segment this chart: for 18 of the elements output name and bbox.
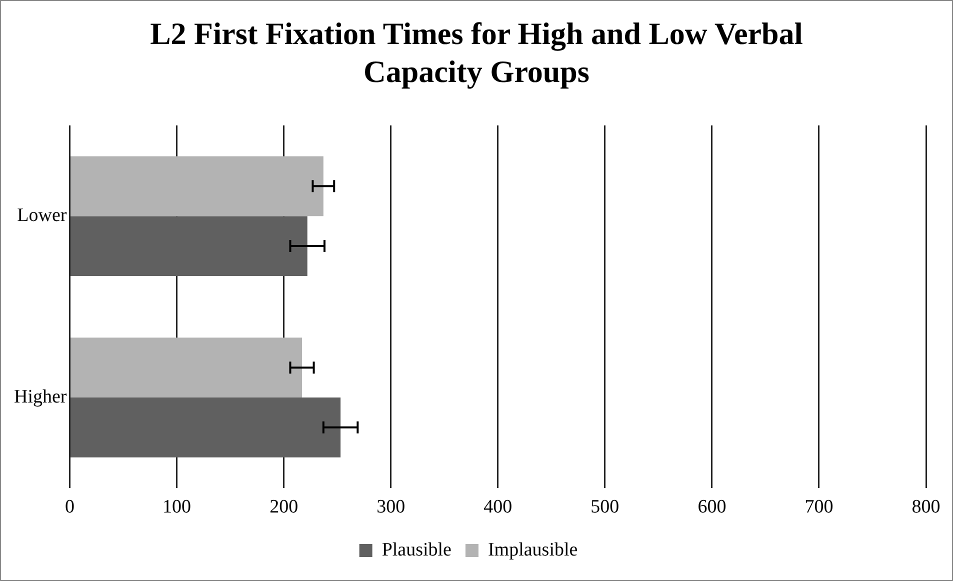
x-tick-label: 200 bbox=[270, 496, 298, 518]
x-tick-label: 700 bbox=[804, 496, 834, 518]
x-tick-label: 600 bbox=[698, 496, 726, 518]
chart-title: L2 First Fixation Times for High and Low Verbal Capacity Groups bbox=[149, 15, 804, 91]
y-tick-label: Higher bbox=[14, 386, 68, 408]
x-tick-label: 0 bbox=[65, 496, 75, 518]
legend-label: Implausible bbox=[488, 539, 578, 560]
bar bbox=[70, 216, 308, 276]
x-tick-label: 300 bbox=[376, 496, 406, 518]
legend-label: Plausible bbox=[382, 539, 452, 560]
x-tick-label: 100 bbox=[162, 496, 192, 518]
y-tick-label: Lower bbox=[17, 205, 68, 226]
bar bbox=[70, 156, 324, 216]
x-tick-label: 800 bbox=[912, 496, 940, 518]
x-tick-label: 500 bbox=[590, 496, 620, 518]
bar bbox=[70, 398, 341, 458]
x-tick-label: 400 bbox=[484, 496, 512, 518]
bar bbox=[70, 338, 302, 398]
